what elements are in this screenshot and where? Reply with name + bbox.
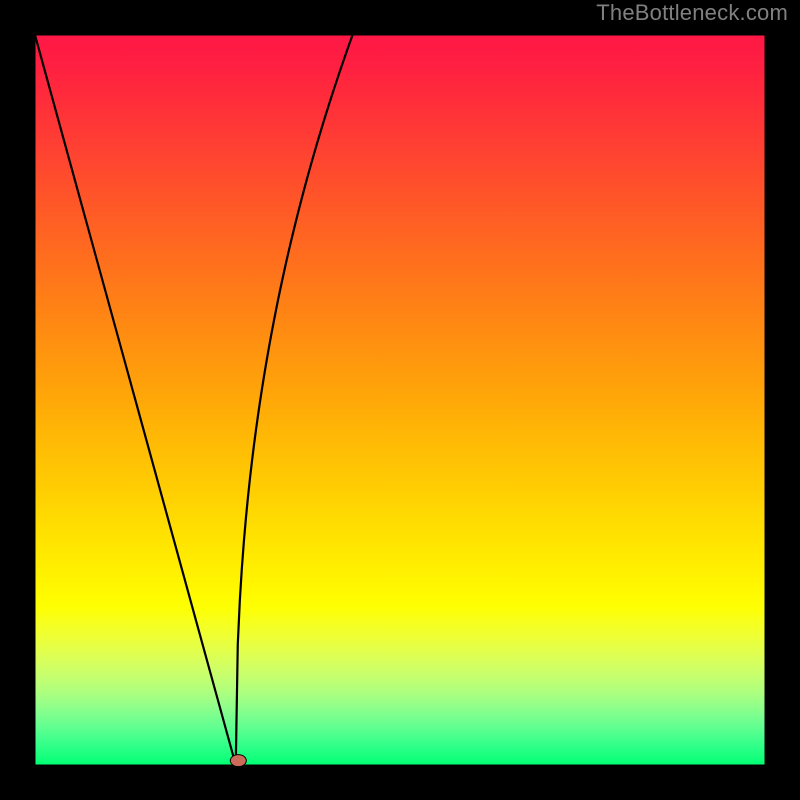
chart-svg [0, 0, 800, 800]
chart-container: TheBottleneck.com [0, 0, 800, 800]
minimum-marker [230, 755, 246, 767]
watermark-text: TheBottleneck.com [596, 0, 788, 26]
plot-background-gradient [35, 35, 765, 765]
